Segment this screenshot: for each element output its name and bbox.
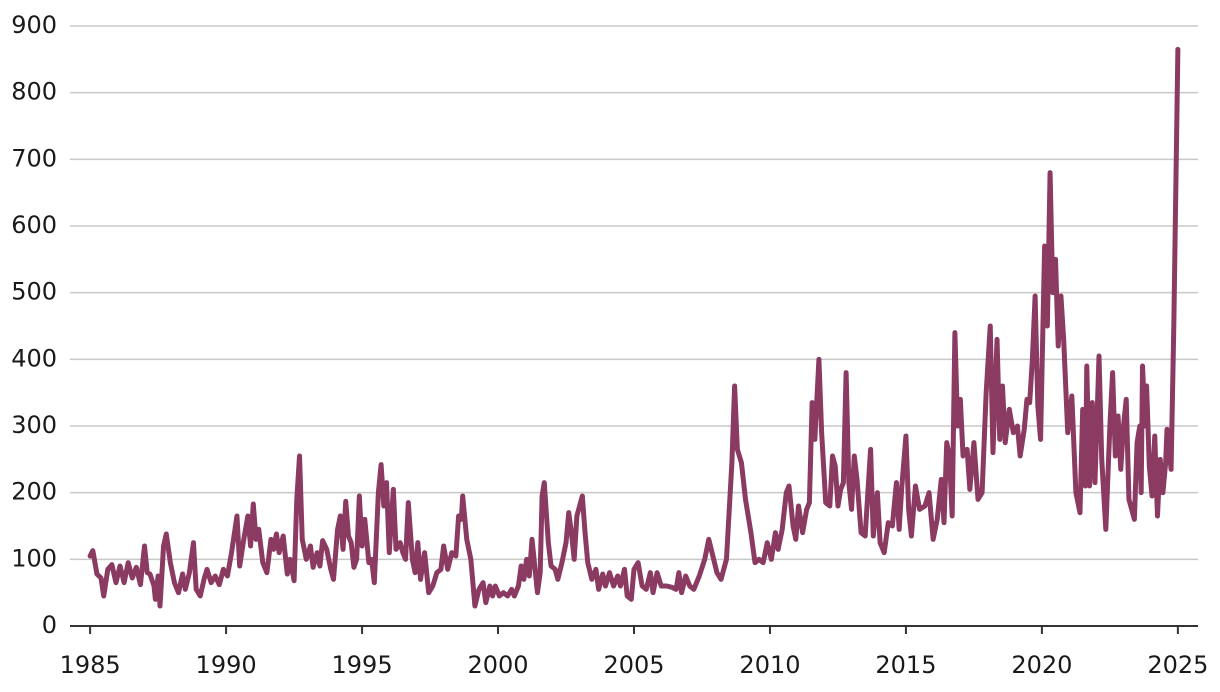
x-tick-label: 1995 — [332, 651, 393, 679]
y-tick-label: 800 — [11, 78, 57, 106]
x-tick-label: 2020 — [1011, 651, 1072, 679]
y-tick-label: 0 — [42, 611, 57, 639]
y-tick-label: 500 — [11, 278, 57, 306]
x-tick-label: 2025 — [1147, 651, 1208, 679]
y-tick-label: 900 — [11, 11, 57, 39]
x-tick-label: 2005 — [603, 651, 664, 679]
x-tick-label: 1985 — [60, 651, 121, 679]
data-line — [87, 46, 1181, 609]
x-tick-label: 2010 — [739, 651, 800, 679]
x-tick-label: 2000 — [467, 651, 528, 679]
x-tick-label: 2015 — [875, 651, 936, 679]
y-tick-label: 600 — [11, 211, 57, 239]
y-tick-label: 400 — [11, 344, 57, 372]
x-tick-label: 1990 — [196, 651, 257, 679]
y-tick-label: 200 — [11, 478, 57, 506]
y-tick-label: 700 — [11, 144, 57, 172]
y-tick-label: 300 — [11, 411, 57, 439]
y-tick-label: 100 — [11, 544, 57, 572]
